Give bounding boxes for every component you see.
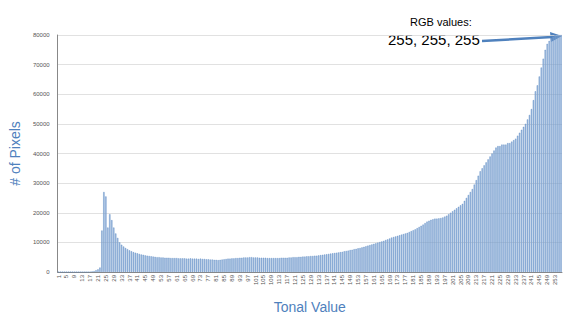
svg-text:40000: 40000 <box>33 151 50 157</box>
svg-text:69: 69 <box>190 274 196 281</box>
svg-text:# of Pixels: # of Pixels <box>7 121 23 186</box>
svg-text:1: 1 <box>56 274 62 278</box>
svg-text:185: 185 <box>418 274 424 285</box>
svg-text:197: 197 <box>442 274 448 285</box>
svg-text:157: 157 <box>363 274 369 285</box>
svg-text:165: 165 <box>379 274 385 285</box>
svg-text:81: 81 <box>213 274 219 281</box>
svg-text:153: 153 <box>355 274 361 285</box>
svg-text:133: 133 <box>316 274 322 285</box>
svg-text:21: 21 <box>95 274 101 281</box>
svg-text:113: 113 <box>276 274 282 284</box>
svg-text:173: 173 <box>394 274 400 285</box>
svg-text:245: 245 <box>536 274 542 285</box>
svg-text:29: 29 <box>111 274 117 281</box>
svg-text:41: 41 <box>134 274 140 281</box>
svg-text:70000: 70000 <box>33 62 50 68</box>
svg-text:80000: 80000 <box>33 32 50 38</box>
svg-text:105: 105 <box>260 274 266 285</box>
svg-text:53: 53 <box>158 274 164 281</box>
svg-text:60000: 60000 <box>33 91 50 97</box>
svg-text:161: 161 <box>371 274 377 285</box>
svg-text:117: 117 <box>284 274 290 284</box>
svg-text:209: 209 <box>465 274 471 285</box>
svg-text:189: 189 <box>426 274 432 285</box>
svg-text:241: 241 <box>528 274 534 285</box>
svg-text:5: 5 <box>63 274 69 278</box>
svg-text:137: 137 <box>324 274 330 285</box>
svg-text:93: 93 <box>237 274 243 281</box>
svg-text:237: 237 <box>521 274 527 285</box>
svg-text:17: 17 <box>87 274 93 281</box>
svg-text:169: 169 <box>387 274 393 285</box>
svg-text:109: 109 <box>268 274 274 285</box>
svg-text:149: 149 <box>347 274 353 285</box>
svg-text:97: 97 <box>245 274 251 281</box>
svg-text:25: 25 <box>103 274 109 281</box>
svg-text:205: 205 <box>458 274 464 285</box>
svg-text:10000: 10000 <box>33 239 50 245</box>
svg-text:33: 33 <box>119 274 125 281</box>
svg-text:13: 13 <box>79 274 85 281</box>
svg-text:121: 121 <box>292 274 298 285</box>
svg-text:57: 57 <box>166 274 172 281</box>
svg-text:229: 229 <box>505 274 511 285</box>
svg-text:125: 125 <box>300 274 306 285</box>
svg-text:73: 73 <box>197 274 203 281</box>
svg-text:193: 193 <box>434 274 440 285</box>
svg-text:181: 181 <box>410 274 416 285</box>
svg-text:201: 201 <box>450 274 456 285</box>
svg-text:61: 61 <box>174 274 180 281</box>
svg-text:50000: 50000 <box>33 121 50 127</box>
svg-text:233: 233 <box>513 274 519 285</box>
svg-text:9: 9 <box>71 274 77 278</box>
svg-text:20000: 20000 <box>33 210 50 216</box>
svg-text:45: 45 <box>142 274 148 281</box>
svg-text:89: 89 <box>229 274 235 281</box>
svg-text:255, 255, 255: 255, 255, 255 <box>388 31 480 48</box>
svg-text:49: 49 <box>150 274 156 281</box>
svg-text:221: 221 <box>489 274 495 285</box>
svg-text:177: 177 <box>402 274 408 285</box>
svg-text:101: 101 <box>253 274 259 285</box>
svg-text:Tonal Value: Tonal Value <box>274 299 346 315</box>
svg-text:37: 37 <box>127 274 133 281</box>
svg-text:65: 65 <box>182 274 188 281</box>
svg-text:225: 225 <box>497 274 503 285</box>
svg-text:249: 249 <box>544 274 550 285</box>
svg-text:253: 253 <box>552 274 558 285</box>
svg-text:0: 0 <box>46 269 50 275</box>
svg-text:RGB values:: RGB values: <box>410 16 472 28</box>
svg-text:129: 129 <box>308 274 314 285</box>
svg-text:213: 213 <box>473 274 479 285</box>
svg-text:30000: 30000 <box>33 180 50 186</box>
svg-text:145: 145 <box>339 274 345 285</box>
svg-text:77: 77 <box>205 274 211 281</box>
svg-text:217: 217 <box>481 274 487 285</box>
svg-text:85: 85 <box>221 274 227 281</box>
svg-text:141: 141 <box>331 274 337 285</box>
